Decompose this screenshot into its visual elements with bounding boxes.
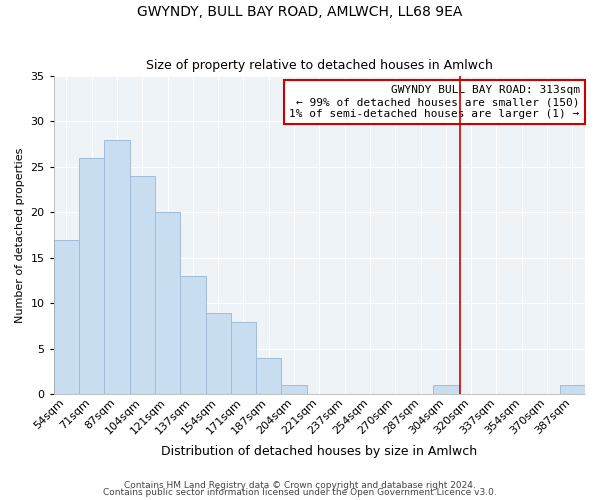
Bar	[231, 322, 256, 394]
Bar	[130, 176, 155, 394]
Bar	[433, 386, 458, 394]
X-axis label: Distribution of detached houses by size in Amlwch: Distribution of detached houses by size …	[161, 444, 478, 458]
Text: Contains public sector information licensed under the Open Government Licence v3: Contains public sector information licen…	[103, 488, 497, 497]
Bar	[206, 312, 231, 394]
Bar	[54, 240, 79, 394]
Text: GWYNDY, BULL BAY ROAD, AMLWCH, LL68 9EA: GWYNDY, BULL BAY ROAD, AMLWCH, LL68 9EA	[137, 5, 463, 19]
Text: GWYNDY BULL BAY ROAD: 313sqm
← 99% of detached houses are smaller (150)
1% of se: GWYNDY BULL BAY ROAD: 313sqm ← 99% of de…	[289, 86, 580, 118]
Y-axis label: Number of detached properties: Number of detached properties	[15, 148, 25, 323]
Title: Size of property relative to detached houses in Amlwch: Size of property relative to detached ho…	[146, 59, 493, 72]
Bar	[281, 386, 307, 394]
Bar	[180, 276, 206, 394]
Text: Contains HM Land Registry data © Crown copyright and database right 2024.: Contains HM Land Registry data © Crown c…	[124, 480, 476, 490]
Bar	[79, 158, 104, 394]
Bar	[256, 358, 281, 395]
Bar	[104, 140, 130, 394]
Bar	[155, 212, 180, 394]
Bar	[560, 386, 585, 394]
